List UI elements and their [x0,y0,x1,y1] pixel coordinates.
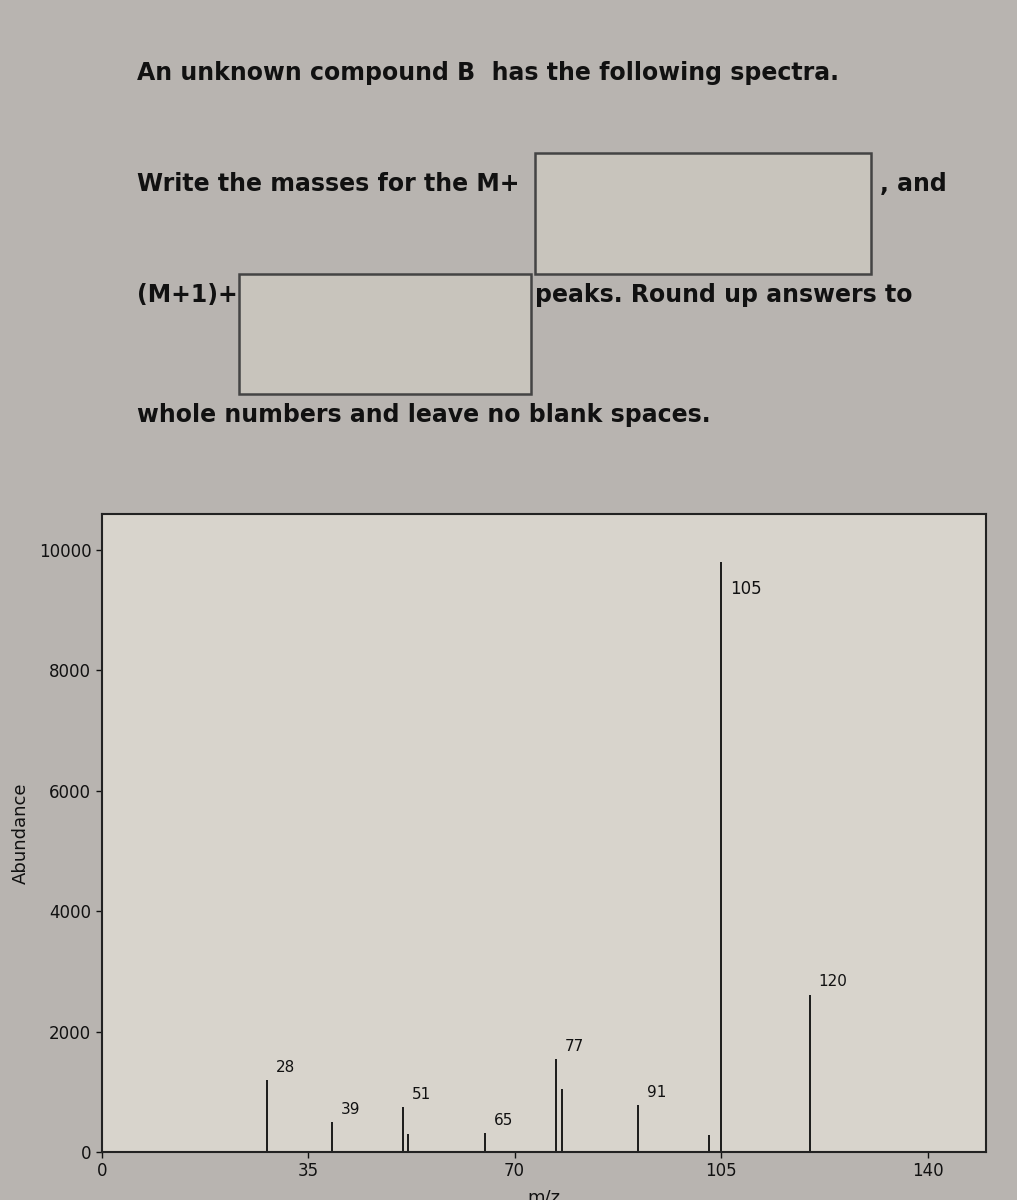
Text: , and: , and [881,172,947,196]
Text: Write the masses for the M+: Write the masses for the M+ [137,172,520,196]
FancyBboxPatch shape [535,154,872,274]
Text: 51: 51 [411,1087,430,1102]
Text: 105: 105 [730,580,762,598]
Text: whole numbers and leave no blank spaces.: whole numbers and leave no blank spaces. [137,403,711,427]
Text: 28: 28 [276,1060,295,1075]
Text: An unknown compound B  has the following spectra.: An unknown compound B has the following … [137,61,839,85]
Text: peaks. Round up answers to: peaks. Round up answers to [535,283,912,307]
Text: 77: 77 [564,1039,584,1054]
Text: 65: 65 [494,1112,514,1128]
Text: (M+1)+: (M+1)+ [137,283,238,307]
Text: 120: 120 [819,974,847,990]
X-axis label: m/z: m/z [528,1189,560,1200]
Text: 91: 91 [648,1085,667,1100]
Y-axis label: Abundance: Abundance [12,782,31,883]
Text: 39: 39 [341,1102,360,1117]
FancyBboxPatch shape [239,274,531,394]
